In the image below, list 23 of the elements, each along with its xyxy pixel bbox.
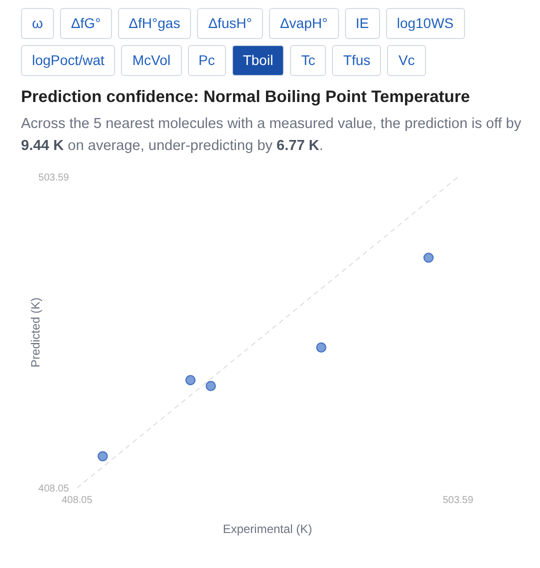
point bbox=[98, 451, 108, 462]
point bbox=[206, 380, 216, 392]
tab-button[interactable]: Tboil bbox=[232, 45, 284, 76]
point bbox=[316, 342, 326, 353]
tab-button[interactable]: log10WS bbox=[386, 8, 465, 39]
y-axis-title: Predicted (K) bbox=[28, 297, 42, 368]
tab-button[interactable]: ΔfG° bbox=[60, 8, 112, 39]
tab-button[interactable]: Pc bbox=[188, 45, 226, 76]
x-axis-title: Experimental (K) bbox=[222, 522, 312, 536]
tab-button[interactable]: Vc bbox=[387, 45, 426, 76]
point bbox=[423, 252, 434, 263]
tab-button[interactable]: ω bbox=[21, 8, 54, 39]
tab-button[interactable]: McVol bbox=[121, 45, 182, 76]
tab-button[interactable]: logPoct/wat bbox=[21, 45, 116, 76]
chart-subtitle: Across the 5 nearest molecules with a measured value, the prediction is off by 9.44 K on average, under-predicting by 6.77 K. bbox=[21, 116, 522, 154]
tab-button[interactable]: ΔfusH° bbox=[197, 8, 263, 39]
tab-button[interactable]: ΔfH°gas bbox=[118, 8, 192, 39]
tab-button[interactable]: Tfus bbox=[332, 45, 382, 76]
tab-button[interactable]: Tc bbox=[290, 45, 326, 76]
tab-button[interactable]: IE bbox=[344, 8, 380, 39]
point bbox=[185, 374, 196, 386]
chart-title: Prediction confidence: Normal Boiling Point Temperature bbox=[20, 88, 471, 107]
tab-button[interactable]: ΔvapH° bbox=[268, 8, 339, 39]
